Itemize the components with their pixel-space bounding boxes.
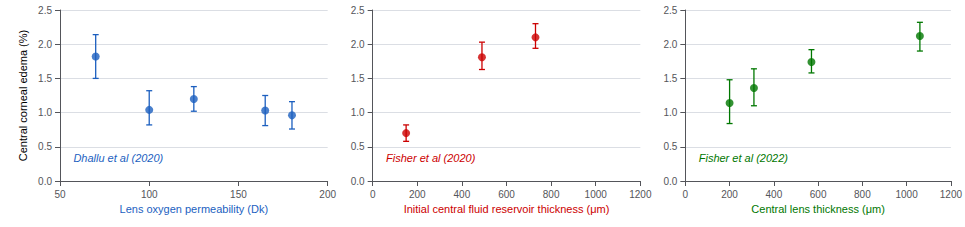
svg-text:Fisher et al (2022): Fisher et al (2022) bbox=[699, 152, 789, 164]
svg-text:400: 400 bbox=[766, 189, 783, 200]
svg-text:600: 600 bbox=[810, 189, 827, 200]
svg-text:1000: 1000 bbox=[895, 189, 918, 200]
svg-text:200: 200 bbox=[319, 189, 336, 200]
svg-text:100: 100 bbox=[141, 189, 158, 200]
svg-text:0: 0 bbox=[683, 189, 689, 200]
svg-text:1.5: 1.5 bbox=[663, 73, 677, 84]
svg-text:Central lens thickness (μm): Central lens thickness (μm) bbox=[751, 203, 885, 215]
svg-text:2.5: 2.5 bbox=[351, 5, 365, 16]
svg-text:1.5: 1.5 bbox=[38, 73, 52, 84]
svg-text:Dhallu et al (2020): Dhallu et al (2020) bbox=[73, 152, 163, 164]
svg-text:Lens oxygen permeability (Dk): Lens oxygen permeability (Dk) bbox=[120, 203, 269, 215]
svg-text:400: 400 bbox=[454, 189, 471, 200]
svg-text:2.0: 2.0 bbox=[663, 39, 677, 50]
svg-text:800: 800 bbox=[543, 189, 560, 200]
svg-text:1.0: 1.0 bbox=[38, 107, 52, 118]
svg-text:2.5: 2.5 bbox=[663, 5, 677, 16]
svg-text:2.5: 2.5 bbox=[38, 5, 52, 16]
svg-text:200: 200 bbox=[721, 189, 738, 200]
svg-text:0.5: 0.5 bbox=[663, 141, 677, 152]
svg-text:0.0: 0.0 bbox=[663, 176, 677, 187]
svg-text:2.0: 2.0 bbox=[38, 39, 52, 50]
svg-text:0: 0 bbox=[370, 189, 376, 200]
svg-text:0.5: 0.5 bbox=[38, 141, 52, 152]
svg-text:0.0: 0.0 bbox=[38, 176, 52, 187]
svg-text:150: 150 bbox=[230, 189, 247, 200]
svg-text:Fisher et al (2020): Fisher et al (2020) bbox=[386, 152, 476, 164]
svg-text:1000: 1000 bbox=[585, 189, 608, 200]
svg-text:0.5: 0.5 bbox=[351, 141, 365, 152]
svg-text:1200: 1200 bbox=[629, 189, 652, 200]
svg-text:1200: 1200 bbox=[940, 189, 963, 200]
svg-text:1.0: 1.0 bbox=[663, 107, 677, 118]
svg-text:600: 600 bbox=[498, 189, 515, 200]
svg-text:2.0: 2.0 bbox=[351, 39, 365, 50]
svg-text:1.5: 1.5 bbox=[351, 73, 365, 84]
svg-text:800: 800 bbox=[854, 189, 871, 200]
svg-text:Central corneal edema (%): Central corneal edema (%) bbox=[17, 30, 29, 161]
svg-text:200: 200 bbox=[409, 189, 426, 200]
svg-text:1.0: 1.0 bbox=[351, 107, 365, 118]
svg-text:Initial central fluid reservoi: Initial central fluid reservoir thicknes… bbox=[404, 203, 610, 215]
svg-text:50: 50 bbox=[54, 189, 66, 200]
svg-text:0.0: 0.0 bbox=[351, 176, 365, 187]
